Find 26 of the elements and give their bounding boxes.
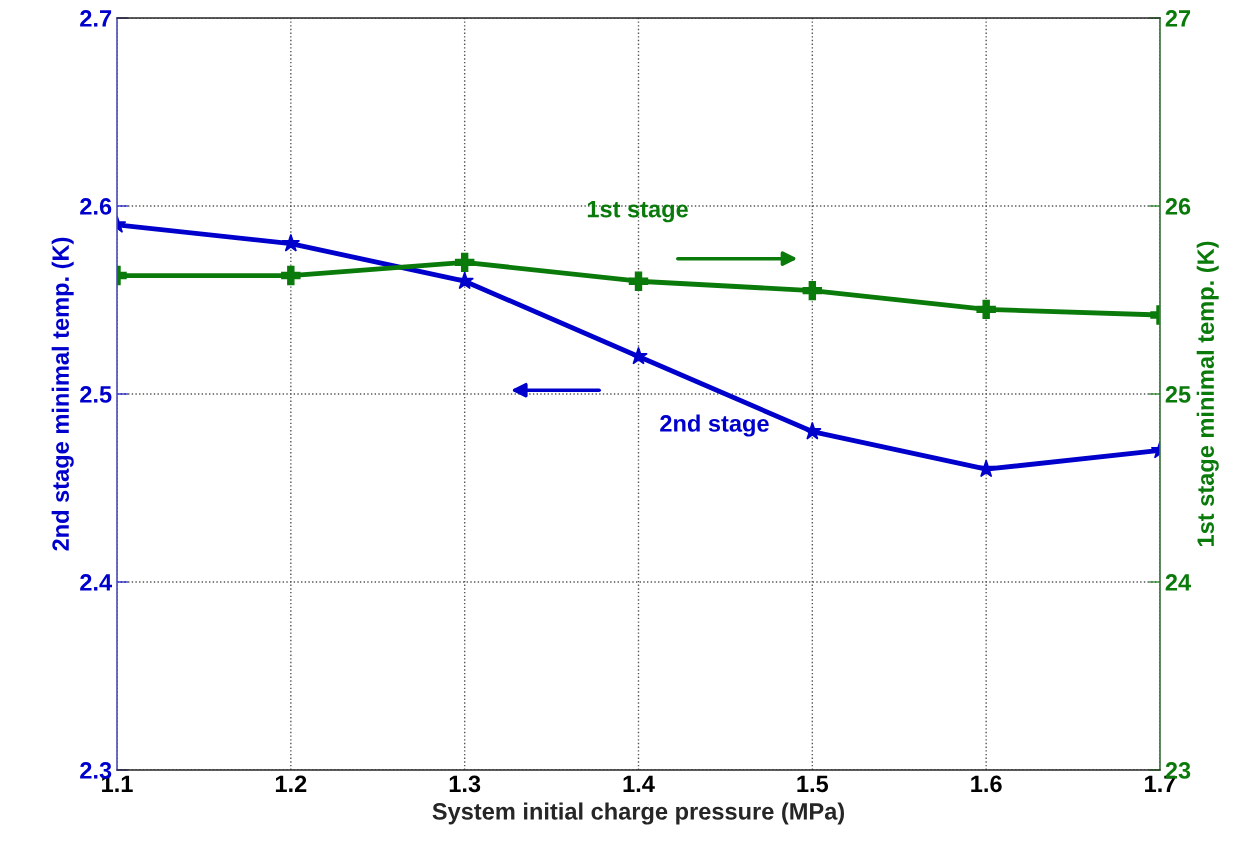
point [976,299,996,320]
point [281,265,301,286]
y-tick-label: 2.4 [80,574,113,591]
x-tick-label: 1.2 [275,775,307,792]
y2-tick-label: 25 [1165,386,1191,403]
annotation: 1st stage [587,201,688,223]
y2-tick-label: 24 [1165,574,1191,591]
x-tick-label: 1.3 [449,775,481,793]
x-tick-label: 1.6 [971,775,1002,793]
y-tick-label: 2.6 [80,198,112,215]
y-axis-title: 2nd stage minimal temp. (K) [51,237,74,551]
y2-tick-label: 27 [1165,10,1191,27]
y2-axis-title: 1st stage minimal temp. (K) [1196,241,1219,547]
y-tick-label: 2.5 [80,386,112,403]
y-tick-label: 2.7 [80,10,112,27]
point [455,271,474,290]
point [802,280,823,301]
point [976,459,996,478]
y2-tick-label: 26 [1165,198,1191,215]
point [628,271,649,291]
x-tick-label: 1.5 [797,775,829,793]
point [454,252,475,273]
x-tick-label: 1.4 [623,775,655,792]
x-axis-title: System initial charge pressure (MPa) [432,802,845,825]
annotation: 2nd stage [660,414,769,437]
point [803,421,822,440]
